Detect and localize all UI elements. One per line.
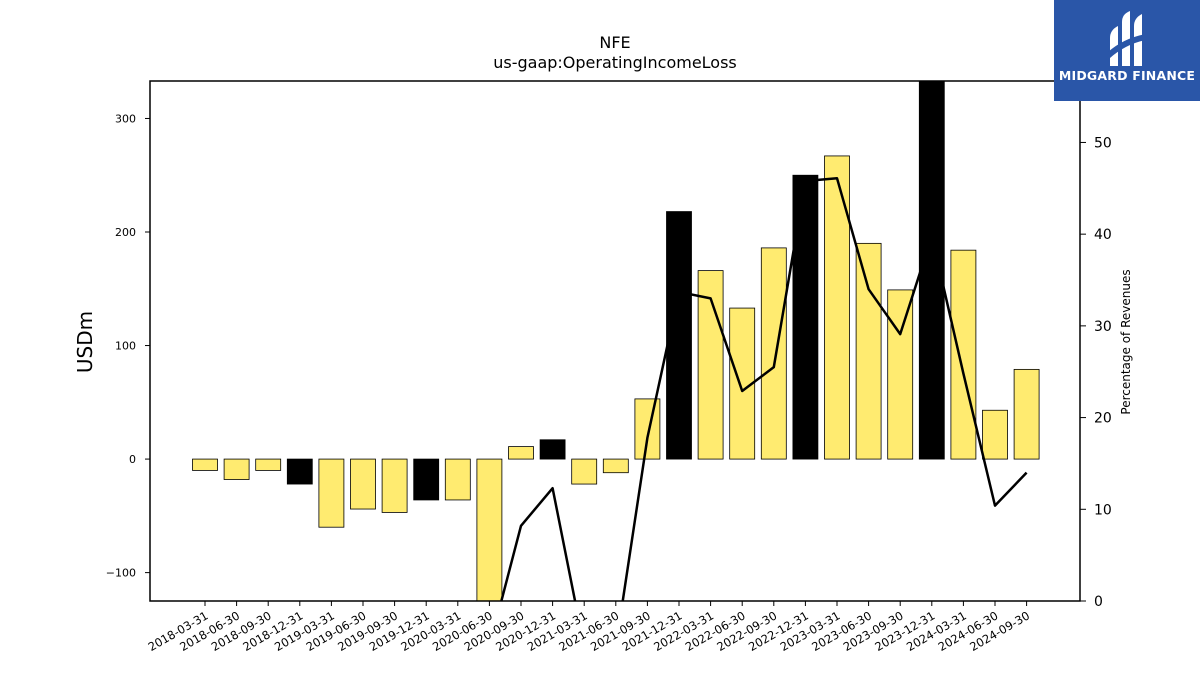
bar-2022-12-31 bbox=[792, 174, 819, 460]
bar-2020-09-30 bbox=[508, 446, 534, 460]
bar-2019-03-31 bbox=[318, 458, 345, 528]
bar-2023-03-31 bbox=[824, 155, 850, 460]
y-tick-label: 100 bbox=[115, 340, 136, 353]
chart-subtitle: us-gaap:OperatingIncomeLoss bbox=[493, 53, 737, 72]
bar-2024-09-30 bbox=[1013, 368, 1040, 460]
bar-2018-06-30 bbox=[223, 458, 250, 480]
percentage-line bbox=[500, 176, 1028, 601]
bar-2022-09-30 bbox=[760, 247, 787, 460]
brand-logo: MIDGARD FINANCE bbox=[1054, 0, 1200, 101]
bar-2019-12-31 bbox=[413, 458, 440, 501]
line-series bbox=[500, 176, 1028, 601]
y-tick-label: −100 bbox=[106, 567, 136, 580]
bar-2020-12-31 bbox=[539, 439, 566, 460]
y2-tick-label: 10 bbox=[1094, 502, 1112, 518]
y-tick-label: 0 bbox=[129, 453, 136, 466]
bar-2023-06-30 bbox=[855, 242, 882, 460]
bar-2018-09-30 bbox=[255, 458, 282, 471]
bar-2020-03-31 bbox=[444, 458, 471, 501]
bar-2019-06-30 bbox=[350, 458, 376, 510]
y2-tick-label: 40 bbox=[1094, 227, 1112, 243]
chart-title: NFE bbox=[599, 33, 630, 52]
bar-2021-06-30 bbox=[602, 458, 629, 474]
bar-2024-03-31 bbox=[950, 249, 977, 460]
bar-2023-09-30 bbox=[887, 289, 914, 460]
bar-2021-09-30 bbox=[634, 398, 661, 460]
y-tick-label: 200 bbox=[115, 226, 136, 239]
bar-2018-03-31 bbox=[192, 458, 218, 471]
y-tick-label: 300 bbox=[115, 112, 136, 125]
y-axis-left: −100 0 100 200 300 bbox=[106, 112, 150, 580]
y2-tick-label: 0 bbox=[1094, 594, 1103, 610]
logo-mark-icon bbox=[1108, 11, 1146, 66]
y2-tick-label: 30 bbox=[1094, 319, 1112, 335]
bar-2021-03-31 bbox=[571, 458, 598, 485]
y2-tick-label: 20 bbox=[1094, 411, 1112, 427]
y-axis-right: 0 10 20 30 40 50 bbox=[1080, 135, 1112, 610]
bar-series bbox=[192, 81, 1040, 601]
y2-tick-label: 50 bbox=[1094, 135, 1112, 151]
bar-2018-12-31 bbox=[286, 458, 313, 485]
x-axis: 2018-03-312018-06-302018-09-302018-12-31… bbox=[146, 601, 1032, 654]
bar-2020-06-30 bbox=[476, 458, 503, 601]
bar-2024-06-30 bbox=[982, 409, 1008, 460]
plot-frame bbox=[149, 80, 1081, 602]
logo-wordmark: MIDGARD FINANCE bbox=[1058, 68, 1196, 83]
y2-axis-label: Percentage of Revenues bbox=[1119, 269, 1133, 414]
bar-2019-09-30 bbox=[381, 458, 408, 513]
y-axis-label: USDm bbox=[73, 311, 97, 373]
